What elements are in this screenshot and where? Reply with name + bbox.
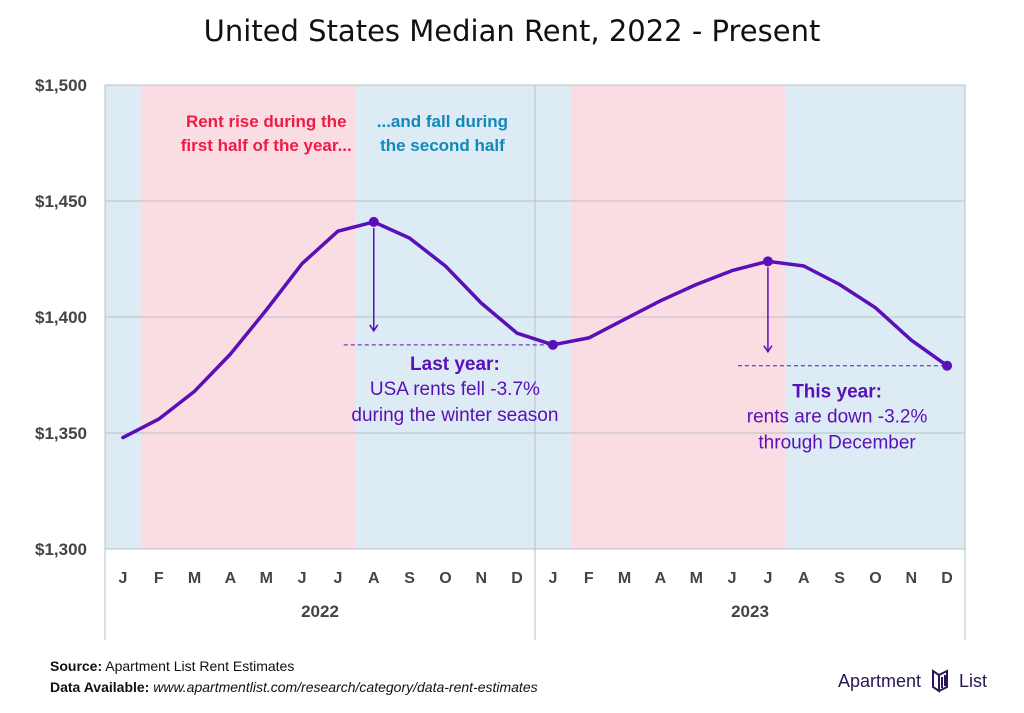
annotation-this-year-head: This year: [792, 382, 882, 403]
source-label: Source: [50, 658, 103, 674]
x-tick-label-0: J [118, 570, 127, 587]
annotation-fall-line1: ...and fall during [377, 112, 508, 131]
x-tick-label-4: M [260, 570, 273, 587]
source-text: Apartment List Rent Estimates [105, 658, 295, 674]
x-tick-label-14: M [618, 570, 631, 587]
data-available-line: Data Available: www.apartmentlist.com/re… [50, 677, 538, 698]
logo-text-right: List [959, 670, 988, 691]
x-tick-label-2: M [188, 570, 201, 587]
year-label-2023: 2023 [731, 602, 769, 621]
annotation-rise-line2: first half of the year... [181, 136, 352, 155]
y-tick-label-1300: $1,300 [35, 540, 87, 559]
source-line: Source: Apartment List Rent Estimates [50, 656, 538, 677]
highlight-point-18 [762, 256, 773, 267]
x-tick-label-19: A [798, 570, 810, 587]
x-tick-label-18: J [763, 570, 772, 587]
x-tick-label-5: J [298, 570, 307, 587]
x-tick-label-11: D [511, 570, 523, 587]
arrow-2022-head [369, 324, 379, 333]
x-tick-label-6: J [333, 570, 342, 587]
x-tick-label-9: O [439, 570, 451, 587]
x-tick-label-8: S [404, 570, 415, 587]
y-tick-label-1400: $1,400 [35, 308, 87, 327]
highlight-point-23 [942, 360, 953, 371]
apartment-list-logo: Apartment List [838, 668, 987, 694]
data-available-label: Data Available: [50, 679, 150, 695]
data-url-link[interactable]: www.apartmentlist.com/research/category/… [153, 679, 538, 695]
x-tick-label-15: A [655, 570, 667, 587]
x-tick-label-16: M [690, 570, 703, 587]
y-tick-label-1450: $1,450 [35, 192, 87, 211]
x-tick-label-1: F [154, 570, 164, 587]
x-tick-label-20: S [834, 570, 845, 587]
rent-series-line [121, 220, 949, 440]
y-tick-label-1350: $1,350 [35, 424, 87, 443]
x-tick-label-21: O [869, 570, 881, 587]
x-tick-label-7: A [368, 570, 380, 587]
x-tick-label-22: N [905, 570, 917, 587]
x-tick-label-10: N [475, 570, 487, 587]
annotation-fall-line2: the second half [380, 136, 505, 155]
annotation-this-year-line1: rents are down -3.2% [747, 407, 928, 428]
highlight-point-12 [547, 339, 558, 350]
year-label-2022: 2022 [301, 602, 339, 621]
footer: Source: Apartment List Rent Estimates Da… [50, 656, 538, 698]
x-tick-label-17: J [728, 570, 737, 587]
y-tick-label-1500: $1,500 [35, 76, 87, 95]
x-tick-label-13: F [584, 570, 594, 587]
annotation-last-year-line2: during the winter season [351, 405, 558, 426]
annotation-last-year-head: Last year: [410, 354, 500, 375]
x-tick-label-3: A [225, 570, 237, 587]
arrow-2023-head [763, 345, 773, 354]
annotation-rise-line1: Rent rise during the [186, 112, 347, 131]
annotation-this-year-line2: through December [758, 433, 916, 454]
x-tick-label-12: J [548, 570, 557, 587]
logo-text-left: Apartment [838, 670, 922, 691]
highlight-point-7 [368, 216, 379, 227]
chart-title: United States Median Rent, 2022 - Presen… [203, 14, 821, 48]
annotation-last-year-line1: USA rents fell -3.7% [370, 379, 540, 400]
x-tick-label-23: D [941, 570, 953, 587]
building-logo-icon [932, 669, 949, 693]
